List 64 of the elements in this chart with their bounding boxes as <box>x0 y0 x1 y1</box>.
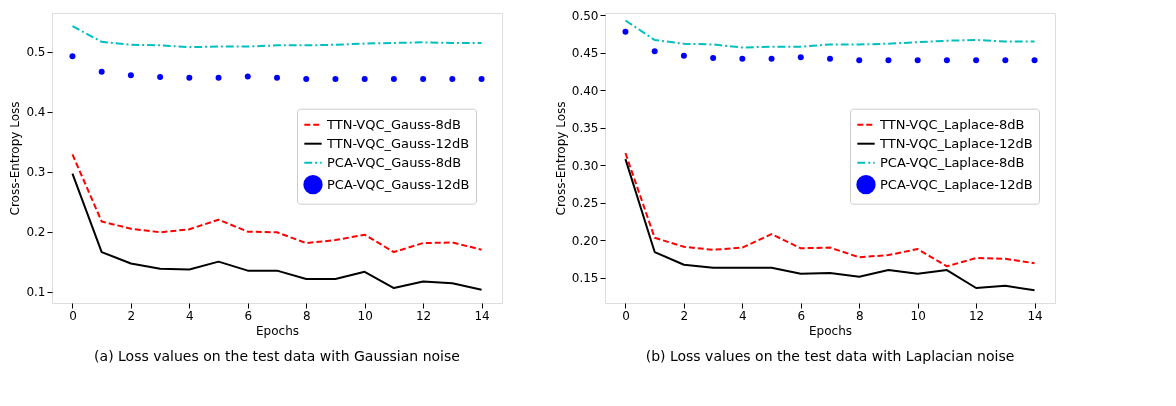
point <box>622 28 629 35</box>
legend-label: PCA-VQC_Gauss-12dB <box>327 176 470 192</box>
x-tick-label: 10 <box>910 308 926 323</box>
y-tick-label: 0.30 <box>571 158 599 173</box>
legend-label: TTN-VQC_Laplace-12dB <box>879 135 1033 151</box>
x-tick-label: 4 <box>186 308 194 323</box>
x-tick-label: 4 <box>739 308 747 323</box>
x-tick-label: 6 <box>244 308 253 323</box>
x-tick-label: 0 <box>69 308 77 323</box>
point <box>973 57 980 64</box>
point <box>651 48 658 55</box>
y-axis-title: Cross-Entropy Loss <box>553 101 568 216</box>
x-axis-title: Epochs <box>809 323 852 338</box>
legend-label: TTN-VQC_Laplace-8dB <box>879 116 1025 132</box>
legend-label: PCA-VQC_Gauss-8dB <box>327 154 462 170</box>
point <box>827 55 833 62</box>
point <box>885 57 892 64</box>
line-series <box>71 172 483 291</box>
point <box>680 52 687 59</box>
y-tick-label: 0.40 <box>571 83 599 98</box>
point <box>856 57 863 64</box>
x-tick-label: 0 <box>622 308 630 323</box>
y-tick-label: 0.15 <box>571 271 599 286</box>
y-tick-label: 0.25 <box>571 196 599 211</box>
x-tick-label: 12 <box>968 308 985 323</box>
legend-label: TTN-VQC_Gauss-8dB <box>326 116 461 132</box>
line-series <box>71 25 483 49</box>
point <box>710 54 717 61</box>
y-axis-title: Cross-Entropy Loss <box>8 101 23 216</box>
legend-label: PCA-VQC_Laplace-12dB <box>880 176 1033 192</box>
text: (b) Loss values on the test data with Laplacian noise <box>645 348 1015 364</box>
point <box>943 57 950 64</box>
line-series <box>624 158 1036 292</box>
x-tick-label: 6 <box>797 308 806 323</box>
point <box>739 55 746 62</box>
x-tick-label: 14 <box>1027 308 1043 323</box>
x-tick-label: 2 <box>680 308 689 323</box>
line-series <box>624 152 1036 268</box>
x-tick-label: 2 <box>127 308 136 323</box>
point <box>768 55 775 62</box>
y-tick-label: 0.4 <box>26 105 46 120</box>
x-tick-label: 8 <box>302 308 311 323</box>
y-tick-label: 0.20 <box>571 233 599 248</box>
line-series <box>71 153 483 254</box>
x-tick-label: 12 <box>415 308 432 323</box>
point <box>797 54 804 61</box>
point <box>914 57 921 64</box>
text: (a) Loss values on the test data with Gaussian noise <box>94 348 460 364</box>
y-tick-label: 0.2 <box>26 225 46 240</box>
y-tick-label: 0.3 <box>26 165 46 180</box>
x-tick-label: 10 <box>357 308 373 323</box>
x-tick-label: 14 <box>474 308 490 323</box>
y-tick-label: 0.1 <box>26 285 46 300</box>
y-tick-label: 0.35 <box>571 121 599 136</box>
point <box>1002 57 1009 64</box>
line-series <box>624 19 1036 49</box>
legend-label: PCA-VQC_Laplace-8dB <box>880 154 1025 170</box>
point <box>1031 57 1038 64</box>
x-axis-title: Epochs <box>256 323 299 338</box>
legend-label: TTN-VQC_Gauss-12dB <box>326 135 470 151</box>
y-tick-label: 0.5 <box>26 45 46 60</box>
y-tick-label: 0.45 <box>571 46 599 61</box>
y-tick-label: 0.50 <box>571 8 599 23</box>
x-tick-label: 8 <box>855 308 864 323</box>
